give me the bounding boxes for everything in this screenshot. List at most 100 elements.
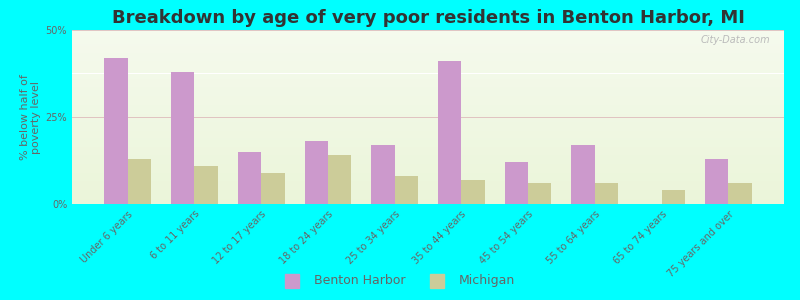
Bar — [72, 106, 784, 108]
Bar — [72, 200, 784, 202]
Bar — [72, 145, 784, 147]
Bar — [72, 129, 784, 131]
Bar — [72, 51, 784, 52]
Bar — [72, 40, 784, 42]
Bar — [72, 46, 784, 47]
Text: City-Data.com: City-Data.com — [700, 35, 770, 45]
Title: Breakdown by age of very poor residents in Benton Harbor, MI: Breakdown by age of very poor residents … — [111, 9, 745, 27]
Bar — [72, 176, 784, 178]
Bar — [72, 166, 784, 167]
Bar — [72, 100, 784, 101]
Y-axis label: % below half of
poverty level: % below half of poverty level — [20, 74, 42, 160]
Bar — [528, 183, 551, 204]
Bar — [72, 86, 784, 87]
Bar — [72, 94, 784, 96]
Bar — [72, 60, 784, 61]
Bar — [72, 101, 784, 103]
Bar — [728, 183, 752, 204]
Bar — [72, 160, 784, 162]
Bar — [72, 157, 784, 159]
Bar — [72, 35, 784, 37]
Bar — [72, 190, 784, 192]
Bar — [72, 169, 784, 171]
Legend: Benton Harbor, Michigan: Benton Harbor, Michigan — [281, 270, 519, 291]
Bar — [72, 115, 784, 117]
Bar — [72, 42, 784, 44]
Bar — [72, 89, 784, 91]
Bar — [72, 122, 784, 124]
Bar — [72, 56, 784, 58]
Bar — [72, 187, 784, 188]
Bar — [462, 180, 485, 204]
Bar — [72, 202, 784, 204]
Bar — [72, 112, 784, 113]
Bar — [72, 164, 784, 166]
Bar — [72, 194, 784, 195]
Bar — [72, 84, 784, 86]
Bar — [72, 124, 784, 126]
Bar — [72, 159, 784, 161]
Bar — [72, 58, 784, 60]
Bar — [72, 65, 784, 67]
Bar — [72, 140, 784, 141]
Bar — [72, 96, 784, 98]
Bar — [72, 171, 784, 173]
Bar — [72, 30, 784, 32]
Bar — [72, 79, 784, 80]
Bar — [72, 82, 784, 84]
Bar — [305, 141, 328, 204]
Bar — [238, 152, 261, 204]
Bar — [72, 77, 784, 79]
Bar — [72, 173, 784, 174]
Bar — [72, 44, 784, 46]
Bar — [571, 145, 595, 204]
Bar — [72, 154, 784, 155]
Bar — [72, 134, 784, 136]
Bar — [128, 159, 151, 204]
Bar — [72, 182, 784, 183]
Bar — [72, 110, 784, 112]
Bar — [595, 183, 618, 204]
Bar — [72, 108, 784, 110]
Bar — [72, 180, 784, 182]
Bar — [72, 75, 784, 77]
Bar — [72, 195, 784, 197]
Bar — [72, 150, 784, 152]
Bar — [328, 155, 351, 204]
Bar — [72, 162, 784, 164]
Bar — [72, 147, 784, 148]
Bar — [72, 185, 784, 187]
Bar — [72, 72, 784, 74]
Bar — [72, 103, 784, 105]
Bar — [104, 58, 128, 204]
Bar — [72, 91, 784, 93]
Bar — [394, 176, 418, 204]
Bar — [72, 199, 784, 200]
Bar — [72, 126, 784, 127]
Bar — [72, 113, 784, 115]
Bar — [72, 93, 784, 94]
Bar — [438, 61, 462, 204]
Bar — [72, 138, 784, 140]
Bar — [72, 131, 784, 133]
Bar — [72, 39, 784, 41]
Bar — [72, 174, 784, 176]
Bar — [72, 74, 784, 75]
Bar — [72, 80, 784, 82]
Bar — [72, 61, 784, 63]
Bar — [72, 32, 784, 34]
Bar — [662, 190, 685, 204]
Bar — [72, 70, 784, 72]
Bar — [72, 167, 784, 169]
Bar — [72, 143, 784, 145]
Bar — [72, 117, 784, 119]
Bar — [72, 37, 784, 39]
Bar — [72, 152, 784, 154]
Bar — [72, 98, 784, 100]
Bar — [72, 141, 784, 143]
Bar — [72, 87, 784, 89]
Bar — [72, 63, 784, 65]
Bar — [72, 178, 784, 180]
Bar — [371, 145, 394, 204]
Bar — [171, 72, 194, 204]
